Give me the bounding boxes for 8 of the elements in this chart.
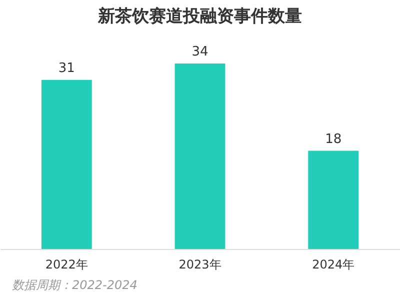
data-label: 18 bbox=[325, 132, 342, 147]
data-label: 31 bbox=[58, 60, 75, 76]
chart-title: 新茶饮赛道投融资事件数量 bbox=[97, 6, 302, 26]
text: 数据周期：2022-2024 bbox=[12, 277, 138, 294]
x-tick-label: 2023年 bbox=[178, 258, 222, 272]
data-label: 34 bbox=[192, 44, 208, 60]
x-tick-label: 2022年 bbox=[45, 258, 88, 272]
x-tick-label: 2024年 bbox=[312, 258, 355, 272]
